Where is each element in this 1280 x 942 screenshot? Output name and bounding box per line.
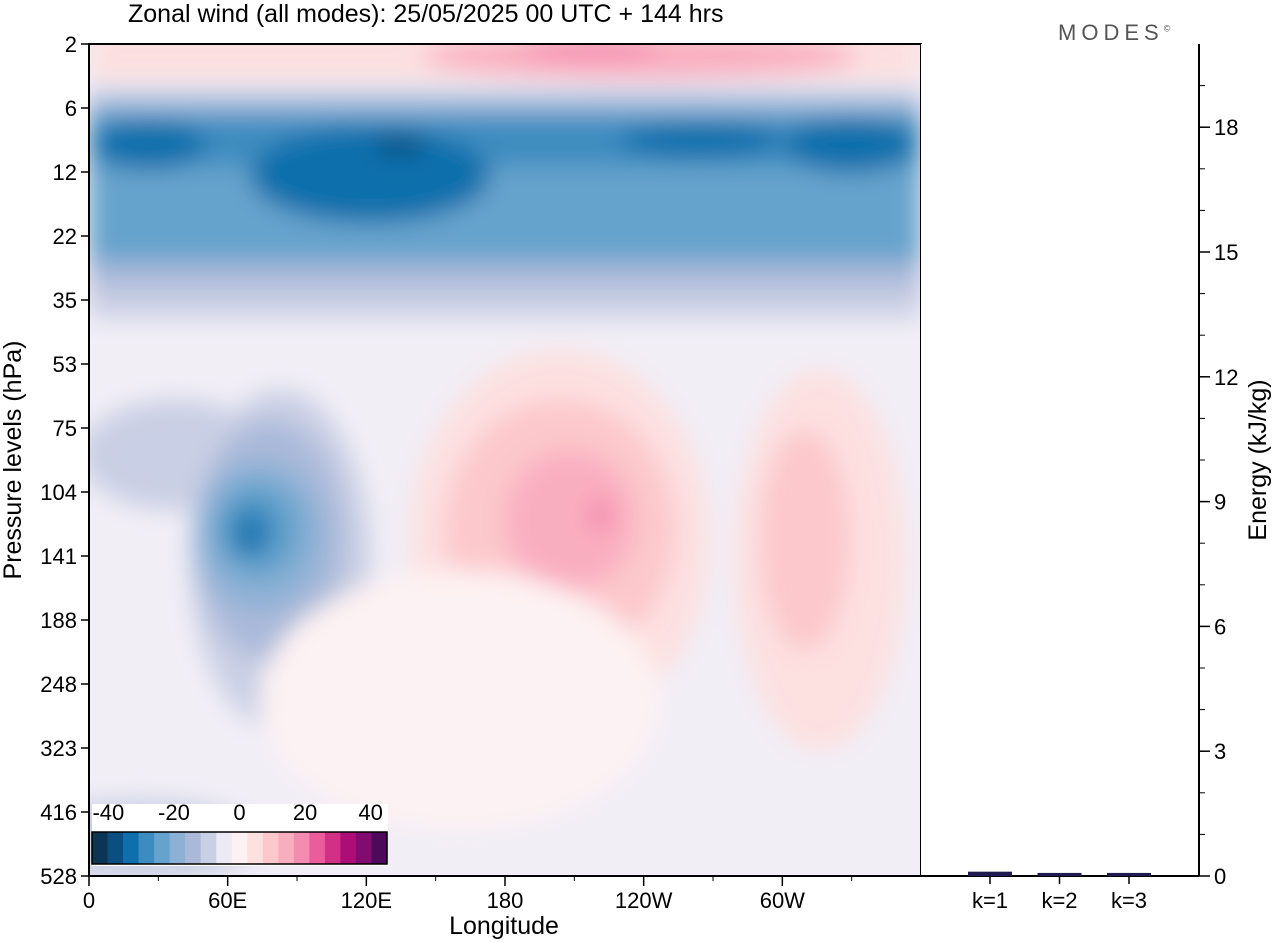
energy-tick-label: 18	[1214, 115, 1238, 140]
contour-field	[89, 44, 921, 876]
x-tick-label: 60W	[760, 888, 805, 913]
y-tick-label: 188	[40, 608, 77, 633]
energy-tick-label: 12	[1214, 365, 1238, 390]
y-tick-label: 104	[40, 480, 77, 505]
k-tick-label: k=3	[1111, 888, 1147, 913]
colorbar-cell	[216, 832, 233, 864]
colorbar: -40 -20 0 20 40	[91, 800, 388, 866]
colorbar-cell	[324, 832, 342, 864]
energy-tick-label: 9	[1214, 490, 1226, 515]
colorbar-cell	[309, 832, 326, 864]
colorbar-cell	[123, 832, 140, 864]
y-tick-label: 53	[53, 352, 77, 377]
energy-tick-label: 0	[1214, 864, 1226, 889]
x-tick-label: 0	[83, 888, 95, 913]
colorbar-cell	[92, 832, 109, 864]
colorbar-cell	[200, 832, 217, 864]
wavenumber-axis: k=1 k=2 k=3	[972, 876, 1147, 913]
x-tick-label: 120W	[615, 888, 673, 913]
colorbar-cell	[293, 832, 310, 864]
y-tick-label: 416	[40, 800, 77, 825]
y-tick-label: 248	[40, 672, 77, 697]
y-tick-label: 141	[40, 544, 77, 569]
y-tick-label: 12	[53, 160, 77, 185]
x-tick-label: 120E	[341, 888, 392, 913]
y-tick-label: 323	[40, 736, 77, 761]
x-tick-label: 60E	[208, 888, 247, 913]
energy-tick-label: 15	[1214, 240, 1238, 265]
y-tick-label: 35	[53, 288, 77, 313]
k-tick-label: k=1	[972, 888, 1008, 913]
energy-bar	[968, 871, 1012, 876]
longitude-axis: 0 60E 120E 180 120W 60W	[83, 876, 853, 913]
energy-axis: 0 3 6 9 12 15 18	[1199, 85, 1238, 889]
colorbar-tick-label: 20	[293, 800, 317, 825]
x-axis-label: Longitude	[449, 912, 559, 940]
k-tick-label: k=2	[1041, 888, 1077, 913]
energy-bars	[968, 871, 1151, 876]
colorbar-cell	[247, 832, 264, 864]
energy-bar	[1107, 872, 1151, 876]
energy-tick-label: 3	[1214, 739, 1226, 764]
pressure-axis: 2 6 12 22 35 53 75 104 141 188 248 323 416 528	[40, 32, 89, 889]
colorbar-cell	[340, 832, 357, 864]
colorbar-cell	[278, 832, 295, 864]
colorbar-tick-label: 0	[233, 800, 245, 825]
brand-logo: MODES©	[1058, 20, 1171, 45]
colorbar-cell	[231, 832, 248, 864]
y-tick-label: 6	[65, 96, 77, 121]
colorbar-cell	[262, 832, 279, 864]
y-tick-label: 22	[53, 224, 77, 249]
colorbar-cell	[371, 832, 388, 864]
y-axis-label: Pressure levels (hPa)	[0, 341, 27, 580]
y-tick-label: 2	[65, 32, 77, 57]
colorbar-cell	[169, 832, 186, 864]
colorbar-cell	[107, 832, 124, 864]
colorbar-cell	[154, 832, 171, 864]
energy-panel	[921, 44, 1199, 876]
colorbar-tick-label: -20	[158, 800, 190, 825]
chart-title: Zonal wind (all modes): 25/05/2025 00 UT…	[128, 0, 724, 28]
energy-bar	[1037, 872, 1082, 876]
colorbar-cell	[138, 832, 155, 864]
energy-axis-label: Energy (kJ/kg)	[1244, 379, 1272, 540]
y-tick-label: 528	[40, 864, 77, 889]
y-tick-label: 75	[53, 416, 77, 441]
colorbar-cell	[355, 832, 373, 864]
colorbar-tick-label: 40	[358, 800, 382, 825]
colorbar-cell	[185, 832, 202, 864]
energy-tick-label: 6	[1214, 614, 1226, 639]
x-tick-label: 180	[487, 888, 524, 913]
colorbar-tick-label: -40	[92, 800, 124, 825]
